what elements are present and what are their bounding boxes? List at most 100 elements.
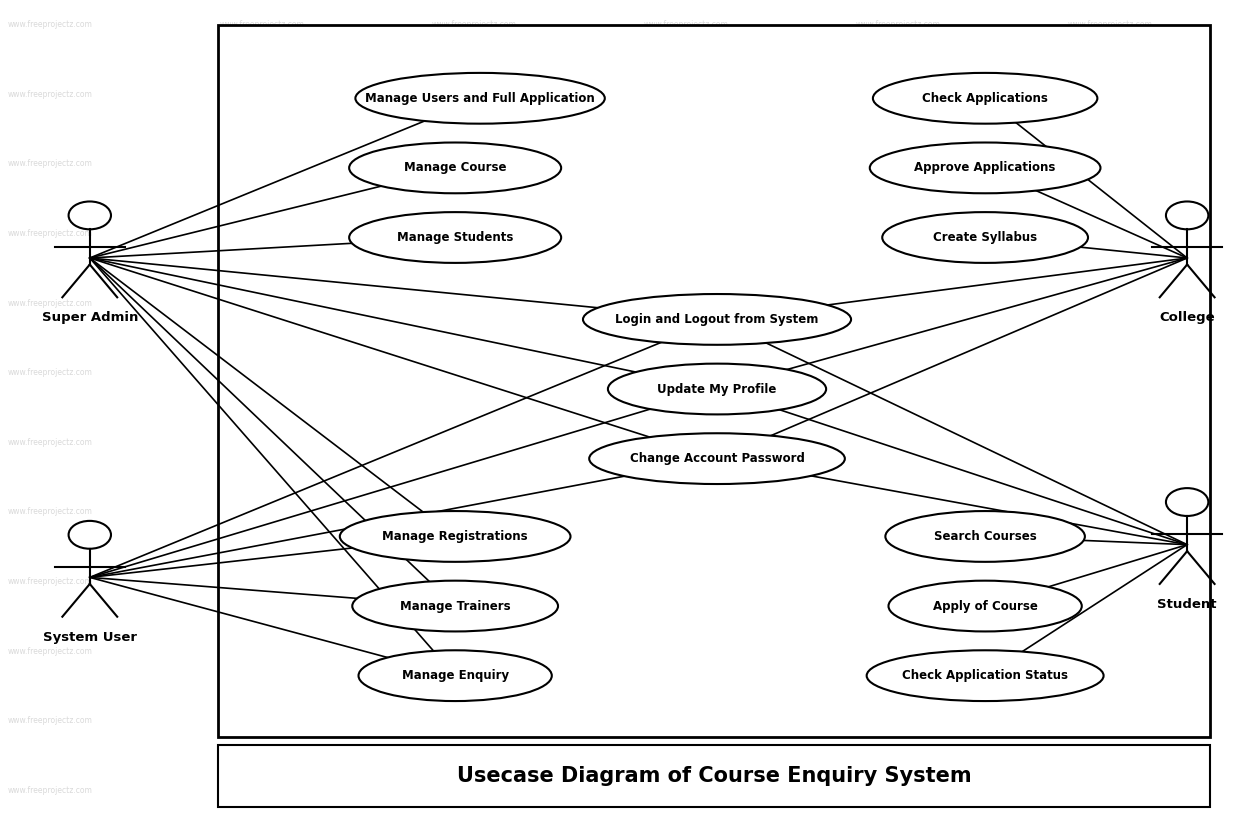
Text: www.freeprojectz.com: www.freeprojectz.com	[1067, 229, 1152, 238]
Ellipse shape	[349, 212, 561, 263]
Text: www.freeprojectz.com: www.freeprojectz.com	[643, 438, 728, 446]
Ellipse shape	[589, 433, 845, 484]
Text: www.freeprojectz.com: www.freeprojectz.com	[431, 577, 516, 586]
Ellipse shape	[888, 581, 1082, 631]
Circle shape	[69, 201, 111, 229]
Text: www.freeprojectz.com: www.freeprojectz.com	[431, 786, 516, 794]
Text: www.freeprojectz.com: www.freeprojectz.com	[219, 438, 304, 446]
Ellipse shape	[873, 73, 1097, 124]
Text: Manage Registrations: Manage Registrations	[383, 530, 527, 543]
Text: www.freeprojectz.com: www.freeprojectz.com	[855, 229, 940, 238]
Text: www.freeprojectz.com: www.freeprojectz.com	[219, 717, 304, 725]
Text: www.freeprojectz.com: www.freeprojectz.com	[855, 299, 940, 307]
Text: Manage Trainers: Manage Trainers	[400, 600, 510, 613]
Ellipse shape	[355, 73, 605, 124]
Text: www.freeprojectz.com: www.freeprojectz.com	[643, 786, 728, 794]
Text: www.freeprojectz.com: www.freeprojectz.com	[431, 717, 516, 725]
Text: www.freeprojectz.com: www.freeprojectz.com	[643, 717, 728, 725]
Text: www.freeprojectz.com: www.freeprojectz.com	[855, 717, 940, 725]
Ellipse shape	[349, 143, 561, 193]
Circle shape	[69, 521, 111, 549]
Text: www.freeprojectz.com: www.freeprojectz.com	[7, 508, 92, 516]
Text: www.freeprojectz.com: www.freeprojectz.com	[643, 577, 728, 586]
Text: www.freeprojectz.com: www.freeprojectz.com	[1067, 577, 1152, 586]
Text: www.freeprojectz.com: www.freeprojectz.com	[219, 160, 304, 168]
Text: www.freeprojectz.com: www.freeprojectz.com	[855, 369, 940, 377]
Text: Manage Enquiry: Manage Enquiry	[402, 669, 509, 682]
Ellipse shape	[607, 364, 826, 414]
Text: www.freeprojectz.com: www.freeprojectz.com	[855, 647, 940, 655]
Text: Manage Users and Full Application: Manage Users and Full Application	[365, 92, 595, 105]
Ellipse shape	[882, 212, 1087, 263]
Text: www.freeprojectz.com: www.freeprojectz.com	[7, 647, 92, 655]
Text: Approve Applications: Approve Applications	[914, 161, 1056, 174]
Text: Search Courses: Search Courses	[934, 530, 1036, 543]
Text: www.freeprojectz.com: www.freeprojectz.com	[431, 299, 516, 307]
Text: www.freeprojectz.com: www.freeprojectz.com	[855, 160, 940, 168]
Text: www.freeprojectz.com: www.freeprojectz.com	[7, 299, 92, 307]
Text: www.freeprojectz.com: www.freeprojectz.com	[219, 20, 304, 29]
Text: www.freeprojectz.com: www.freeprojectz.com	[219, 508, 304, 516]
Text: www.freeprojectz.com: www.freeprojectz.com	[1067, 647, 1152, 655]
Text: www.freeprojectz.com: www.freeprojectz.com	[431, 647, 516, 655]
Text: www.freeprojectz.com: www.freeprojectz.com	[643, 369, 728, 377]
Text: www.freeprojectz.com: www.freeprojectz.com	[1067, 438, 1152, 446]
Text: www.freeprojectz.com: www.freeprojectz.com	[1067, 786, 1152, 794]
Text: Manage Students: Manage Students	[397, 231, 514, 244]
Text: Manage Course: Manage Course	[404, 161, 506, 174]
Text: www.freeprojectz.com: www.freeprojectz.com	[643, 508, 728, 516]
Text: www.freeprojectz.com: www.freeprojectz.com	[431, 229, 516, 238]
Text: www.freeprojectz.com: www.freeprojectz.com	[1067, 299, 1152, 307]
Text: www.freeprojectz.com: www.freeprojectz.com	[643, 90, 728, 98]
Text: www.freeprojectz.com: www.freeprojectz.com	[7, 160, 92, 168]
Text: www.freeprojectz.com: www.freeprojectz.com	[643, 20, 728, 29]
Ellipse shape	[352, 581, 559, 631]
Ellipse shape	[582, 294, 850, 345]
Text: www.freeprojectz.com: www.freeprojectz.com	[431, 369, 516, 377]
Text: www.freeprojectz.com: www.freeprojectz.com	[219, 369, 304, 377]
Text: Check Applications: Check Applications	[923, 92, 1047, 105]
Text: www.freeprojectz.com: www.freeprojectz.com	[1067, 90, 1152, 98]
Text: Student: Student	[1157, 598, 1217, 611]
Text: www.freeprojectz.com: www.freeprojectz.com	[7, 229, 92, 238]
Text: Check Application Status: Check Application Status	[902, 669, 1069, 682]
Text: Super Admin: Super Admin	[41, 311, 138, 324]
Text: www.freeprojectz.com: www.freeprojectz.com	[431, 508, 516, 516]
Text: www.freeprojectz.com: www.freeprojectz.com	[431, 90, 516, 98]
Text: www.freeprojectz.com: www.freeprojectz.com	[855, 438, 940, 446]
Ellipse shape	[885, 511, 1085, 562]
Text: www.freeprojectz.com: www.freeprojectz.com	[855, 577, 940, 586]
Text: www.freeprojectz.com: www.freeprojectz.com	[855, 20, 940, 29]
Text: www.freeprojectz.com: www.freeprojectz.com	[431, 20, 516, 29]
Ellipse shape	[870, 143, 1100, 193]
Circle shape	[1166, 488, 1208, 516]
Text: www.freeprojectz.com: www.freeprojectz.com	[7, 438, 92, 446]
Text: System User: System User	[42, 631, 137, 644]
Text: www.freeprojectz.com: www.freeprojectz.com	[643, 229, 728, 238]
Text: www.freeprojectz.com: www.freeprojectz.com	[1067, 508, 1152, 516]
Text: www.freeprojectz.com: www.freeprojectz.com	[1067, 20, 1152, 29]
Text: www.freeprojectz.com: www.freeprojectz.com	[431, 160, 516, 168]
Text: www.freeprojectz.com: www.freeprojectz.com	[855, 508, 940, 516]
Text: www.freeprojectz.com: www.freeprojectz.com	[219, 90, 304, 98]
Text: Login and Logout from System: Login and Logout from System	[615, 313, 819, 326]
Text: www.freeprojectz.com: www.freeprojectz.com	[7, 90, 92, 98]
Text: www.freeprojectz.com: www.freeprojectz.com	[643, 299, 728, 307]
Text: www.freeprojectz.com: www.freeprojectz.com	[1067, 717, 1152, 725]
Text: www.freeprojectz.com: www.freeprojectz.com	[219, 647, 304, 655]
Text: Create Syllabus: Create Syllabus	[933, 231, 1038, 244]
Text: Apply of Course: Apply of Course	[933, 600, 1038, 613]
Text: Update My Profile: Update My Profile	[657, 382, 777, 396]
Text: Change Account Password: Change Account Password	[630, 452, 804, 465]
Ellipse shape	[359, 650, 551, 701]
Text: www.freeprojectz.com: www.freeprojectz.com	[643, 647, 728, 655]
Text: Usecase Diagram of Course Enquiry System: Usecase Diagram of Course Enquiry System	[456, 766, 971, 786]
Text: www.freeprojectz.com: www.freeprojectz.com	[855, 90, 940, 98]
Text: www.freeprojectz.com: www.freeprojectz.com	[7, 786, 92, 794]
Text: www.freeprojectz.com: www.freeprojectz.com	[643, 160, 728, 168]
Bar	[218, 25, 1210, 737]
Text: www.freeprojectz.com: www.freeprojectz.com	[1067, 160, 1152, 168]
Ellipse shape	[867, 650, 1104, 701]
Text: www.freeprojectz.com: www.freeprojectz.com	[7, 20, 92, 29]
Ellipse shape	[339, 511, 570, 562]
